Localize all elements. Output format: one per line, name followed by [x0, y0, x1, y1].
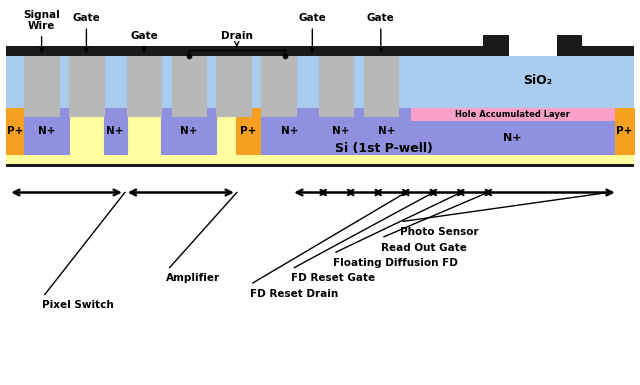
Text: Drain: Drain — [221, 31, 253, 47]
Bar — [319, 56, 353, 116]
Bar — [411, 108, 614, 121]
Bar — [364, 108, 411, 154]
Text: Read Out Gate: Read Out Gate — [381, 243, 467, 253]
Bar — [319, 108, 364, 154]
Text: Amplifier: Amplifier — [166, 273, 221, 283]
Bar — [261, 108, 319, 154]
Bar — [6, 56, 634, 108]
Bar — [6, 108, 24, 154]
Text: Floating Diffusion FD: Floating Diffusion FD — [333, 258, 458, 268]
Bar — [24, 108, 69, 154]
Text: Gate: Gate — [298, 13, 326, 52]
Text: Signal
Wire: Signal Wire — [23, 10, 60, 52]
Text: N+: N+ — [281, 126, 299, 136]
Text: Gate: Gate — [367, 13, 395, 52]
Text: P+: P+ — [240, 126, 257, 136]
Text: Photo Sensor: Photo Sensor — [400, 227, 479, 237]
Bar — [261, 56, 296, 116]
Text: Gate: Gate — [130, 31, 158, 52]
Text: P+: P+ — [616, 126, 632, 136]
Bar — [6, 108, 634, 164]
Text: N+: N+ — [180, 126, 198, 136]
Bar — [69, 56, 104, 116]
Text: P+: P+ — [7, 126, 24, 136]
Bar — [557, 35, 582, 56]
Bar — [236, 108, 261, 154]
Text: FD Reset Drain: FD Reset Drain — [250, 289, 338, 299]
Text: Si (1st P-well): Si (1st P-well) — [335, 142, 433, 155]
Bar — [364, 56, 398, 116]
Text: N+: N+ — [106, 126, 124, 136]
Text: N+: N+ — [378, 126, 396, 136]
Text: SiO₂: SiO₂ — [523, 74, 552, 87]
Bar — [557, 46, 634, 56]
Bar — [614, 108, 634, 154]
Text: Pixel Switch: Pixel Switch — [42, 300, 113, 310]
Text: N+: N+ — [38, 126, 56, 136]
Bar — [6, 164, 634, 167]
Text: FD Reset Gate: FD Reset Gate — [291, 273, 375, 283]
Text: N+: N+ — [504, 133, 522, 142]
Bar — [161, 108, 216, 154]
Bar — [411, 121, 614, 154]
Bar — [6, 46, 483, 56]
Bar — [104, 108, 127, 154]
Text: Hole Accumulated Layer: Hole Accumulated Layer — [455, 110, 570, 119]
Text: N+: N+ — [332, 126, 350, 136]
Bar — [483, 35, 509, 56]
Text: Gate: Gate — [72, 13, 100, 52]
Bar — [127, 56, 161, 116]
Bar — [172, 56, 206, 116]
Bar — [24, 56, 59, 116]
Bar — [216, 56, 251, 116]
